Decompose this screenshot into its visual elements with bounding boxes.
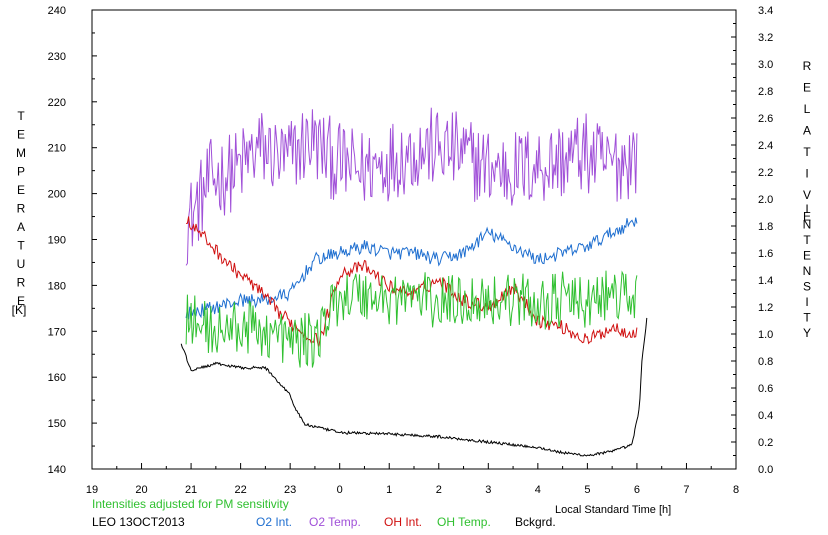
left-tick-label: 220 [48,97,66,109]
right-tick-label: 1.8 [758,221,773,233]
axis-title-letter: R [17,276,26,290]
right-axis: 0.0 0.2 0.4 0.6 0.8 1.0 1.2 1.4 1.6 1.8 2.0 2.2 2.4 2… [731,5,773,476]
axis-title-letter: T [803,233,811,247]
series-line-o2-temp [185,107,638,266]
right-tick-label: 2.2 [758,167,773,179]
right-tick-label: 2.8 [758,86,773,98]
right-tick-label: 0.6 [758,383,773,395]
right-tick-label: 1.4 [758,275,773,287]
axis-title-letter: I [805,167,808,181]
left-tick-label: 140 [48,464,66,476]
axis-title-letter: T [17,239,25,253]
left-tick-label: 230 [48,51,66,63]
left-tick-label: 180 [48,280,66,292]
axis-title-letter: E [17,183,25,197]
right-tick-label: 3.4 [758,5,773,17]
left-axis-unit: [K] [12,303,27,317]
axis-title-letter: L [804,102,811,116]
left-tick-label: 210 [48,143,66,155]
x-tick-label: 2 [436,484,442,496]
x-tick-label: 5 [584,484,590,496]
right-tick-label: 1.0 [758,329,773,341]
x-tick-label: 6 [634,484,640,496]
legend-oh-temp: OH Temp. [437,515,491,529]
axis-title-letter: S [803,280,811,294]
axis-title-letter: E [17,294,25,308]
right-tick-label: 1.2 [758,302,773,314]
x-tick-label: 21 [185,484,197,496]
axis-title-letter: E [803,210,811,224]
axis-title-letter: P [17,165,25,179]
series-line-oh-temp [185,270,638,368]
axis-title-letter: A [17,220,25,234]
left-tick-label: 200 [48,189,66,201]
left-tick-label: 190 [48,235,66,247]
axis-title-letter: U [17,257,26,271]
series-line-oh-int [186,216,638,347]
station-text: LEO 13OCT2013 [92,515,185,529]
x-tick-label: 19 [86,484,98,496]
series-line-bckgrd [180,317,648,457]
legend-bckgrd: Bckgrd. [515,515,556,529]
axis-title-letter: N [803,218,812,232]
x-tick-label: 22 [234,484,246,496]
left-tick-label: 170 [48,326,66,338]
series-layer [180,107,648,457]
right-tick-label: 0.8 [758,356,773,368]
axis-title-letter: I [805,202,808,216]
axis-title-letter: M [16,146,26,160]
x-axis: 19 20 21 22 23 0 1 2 3 4 5 6 7 8 [86,463,739,496]
right-tick-label: 0.2 [758,437,773,449]
right-tick-label: 3.0 [758,59,773,71]
axis-title-letter: I [805,295,808,309]
right-tick-label: 3.2 [758,32,773,44]
x-tick-label: 1 [386,484,392,496]
legend-o2-temp: O2 Temp. [309,515,361,529]
right-tick-label: 0.4 [758,410,773,422]
axis-title-letter: E [803,81,811,95]
axis-title-letter: T [803,311,811,325]
axis-title-letter: V [803,188,811,202]
axis-title-letter: R [803,59,812,73]
axis-title-letter: T [17,109,25,123]
legend-o2-int: O2 Int. [256,515,292,529]
x-axis-label: Local Standard Time [h] [555,504,671,516]
axis-title-letter: T [803,145,811,159]
axis-title-letter: R [17,202,26,216]
right-tick-label: 2.6 [758,113,773,125]
axis-title-letter: E [803,249,811,263]
x-tick-label: 0 [337,484,343,496]
axis-title-letter: E [17,128,25,142]
left-axis: 140 150 160 170 180 190 200 210 220 230 240 [48,5,97,476]
right-tick-label: 1.6 [758,248,773,260]
axis-title-letter: Y [803,326,811,340]
x-tick-label: 20 [135,484,147,496]
right-tick-label: 2.0 [758,194,773,206]
right-tick-label: 2.4 [758,140,773,152]
right-tick-label: 0.0 [758,464,773,476]
x-tick-label: 7 [683,484,689,496]
left-tick-label: 150 [48,418,66,430]
axis-title-letter: A [803,124,811,138]
x-tick-label: 8 [733,484,739,496]
axis-title-letter: N [803,264,812,278]
left-tick-label: 160 [48,372,66,384]
legend-oh-int: OH Int. [384,515,422,529]
series-line-o2-int [185,217,638,320]
left-tick-label: 240 [48,5,66,17]
x-tick-label: 3 [485,484,491,496]
x-tick-label: 4 [535,484,541,496]
x-tick-label: 23 [284,484,296,496]
note-text: Intensities adjusted for PM sensitivity [92,497,289,511]
